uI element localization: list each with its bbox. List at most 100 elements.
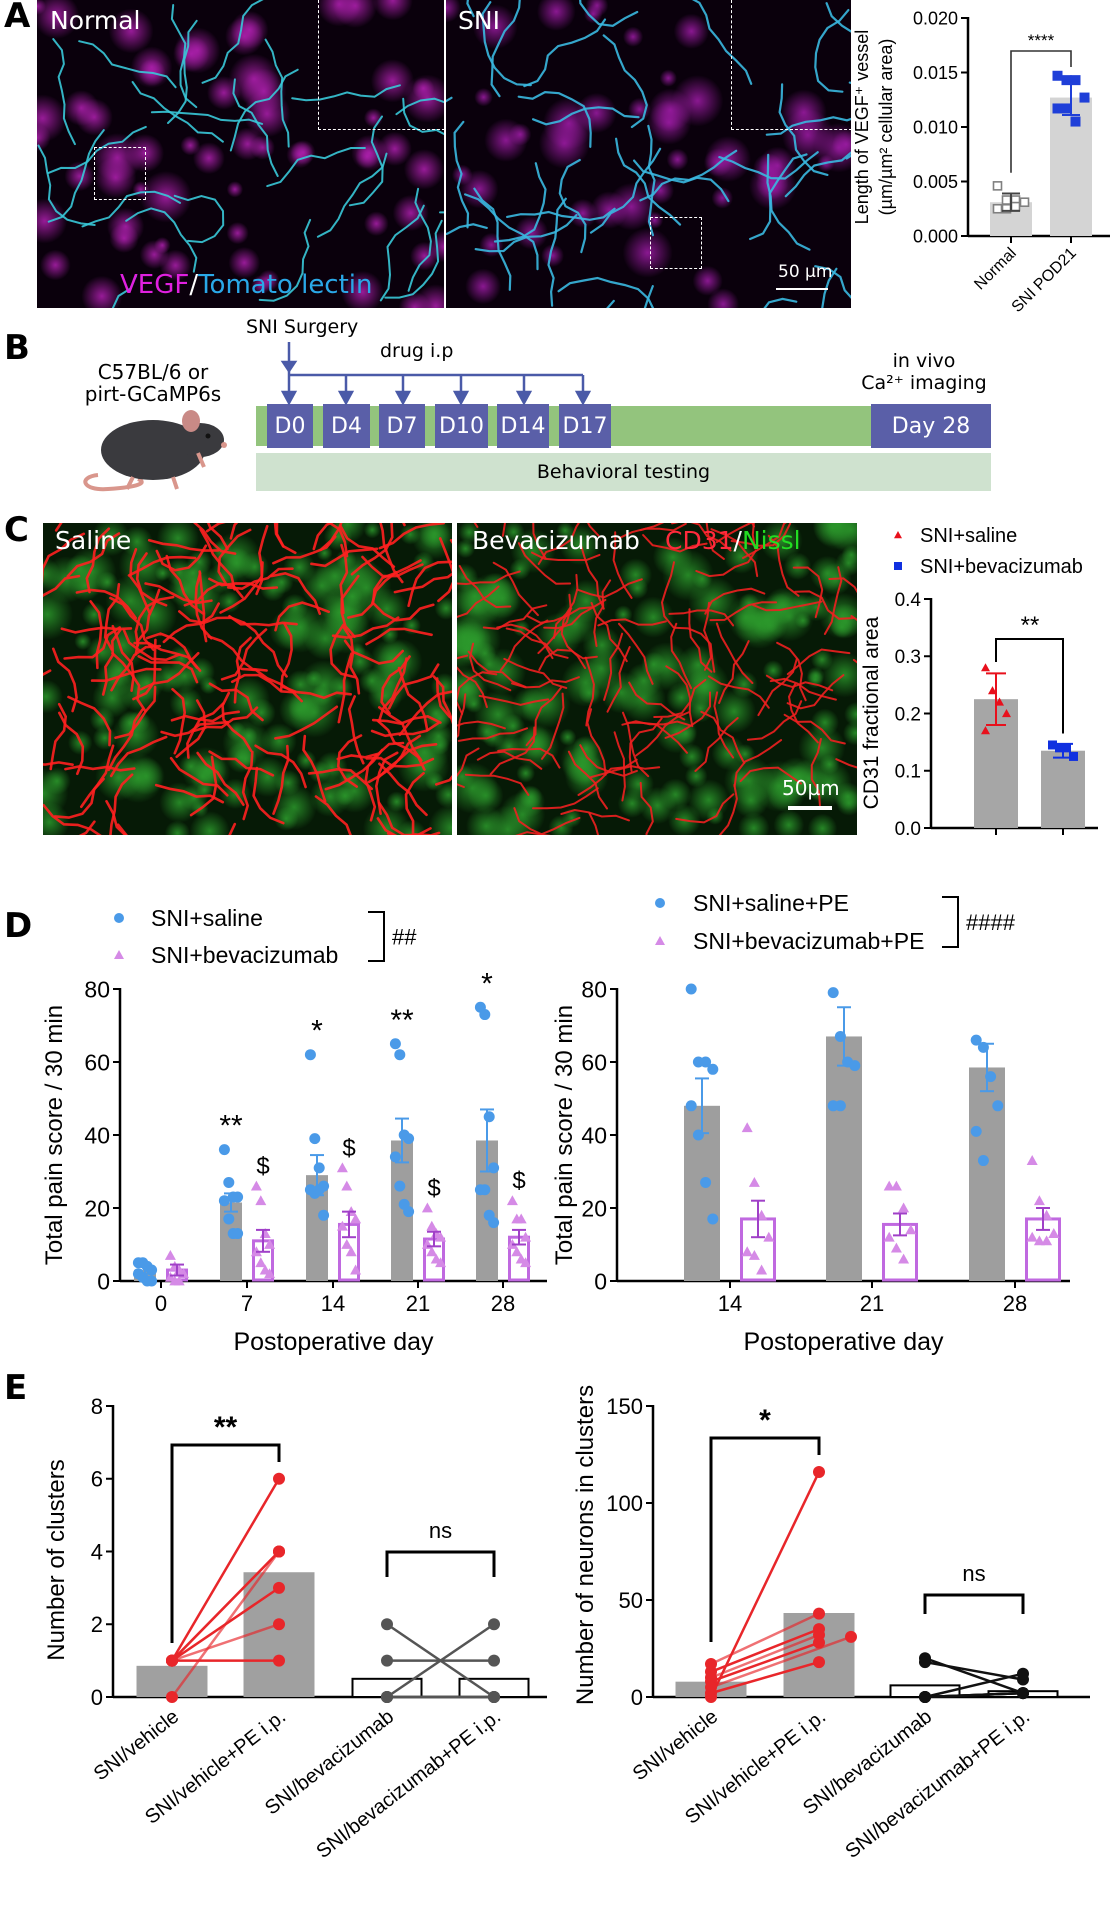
stain-cd31: CD31 — [665, 526, 734, 555]
bar — [969, 1067, 1005, 1281]
vessel — [339, 543, 349, 615]
vessel — [560, 607, 587, 670]
vessel — [240, 667, 303, 703]
paired-line — [386, 1623, 495, 1699]
vessel — [314, 795, 352, 835]
data-point — [223, 1176, 235, 1188]
scale-bar-label-a: 50 µm — [778, 262, 833, 282]
vessel — [489, 726, 536, 776]
vessel — [577, 758, 638, 796]
vessel — [365, 627, 433, 646]
cell-body — [809, 555, 846, 591]
inset-frame-sni — [731, 0, 852, 130]
significance-label: $ — [427, 1175, 440, 1202]
vessel — [612, 531, 633, 599]
vessel — [111, 274, 138, 308]
vessel — [378, 523, 445, 550]
paired-line — [709, 1471, 821, 1698]
vessel — [162, 602, 220, 644]
x-tick-label: Normal — [971, 245, 1019, 293]
data-point — [741, 1246, 753, 1257]
data-point — [813, 1656, 825, 1669]
vessel — [80, 744, 115, 809]
vessel — [435, 677, 452, 720]
data-point — [218, 1195, 230, 1207]
significance-label: $ — [256, 1153, 269, 1180]
vessel — [374, 751, 399, 815]
data-point — [992, 181, 1003, 191]
data-point — [426, 1246, 438, 1257]
vessel — [107, 708, 144, 772]
data-point — [813, 1607, 825, 1620]
vessel — [691, 0, 753, 85]
vessel — [134, 595, 175, 647]
significance-label: ** — [214, 1411, 238, 1444]
vessel — [786, 648, 851, 676]
vessel — [828, 577, 857, 594]
vessel — [438, 537, 452, 574]
cell-body — [483, 805, 532, 835]
data-point — [748, 1176, 760, 1187]
vessel — [186, 702, 225, 759]
significance-label: * — [759, 1404, 771, 1437]
timeline-day-d17: D17 — [559, 404, 611, 448]
inset-frame-normal — [318, 0, 445, 130]
y-axis-label: Length of VEGF⁺ vessel — [852, 30, 872, 225]
vessel — [567, 750, 608, 810]
bar — [826, 1036, 862, 1281]
y-tick-label: 6 — [91, 1467, 103, 1492]
significance-label: $ — [342, 1135, 355, 1162]
vessel — [67, 695, 112, 747]
vessel — [331, 616, 400, 639]
data-point — [403, 1133, 415, 1145]
vessel — [665, 665, 694, 728]
vessel — [201, 0, 264, 84]
y-tick-label: 0.000 — [913, 226, 958, 246]
vessel — [85, 527, 111, 594]
data-point — [313, 1184, 325, 1196]
vessel — [597, 618, 667, 627]
data-point — [255, 1195, 267, 1206]
cell-body — [206, 75, 241, 110]
data-point — [341, 1239, 353, 1249]
vessel — [707, 675, 770, 709]
stain-separator-c: / — [733, 526, 742, 555]
vessel — [579, 0, 639, 27]
panel-label-d: D — [4, 906, 33, 946]
data-point — [845, 1630, 857, 1643]
vessel — [397, 666, 429, 732]
data-point — [1069, 751, 1078, 761]
data-point — [685, 1100, 697, 1112]
x-tick-label: SNI POD21 — [1009, 245, 1080, 316]
data-point — [700, 1176, 712, 1188]
vessel — [378, 762, 428, 817]
vessel — [653, 678, 707, 718]
significance-bracket — [709, 1436, 821, 1642]
vessel — [167, 19, 198, 124]
data-point — [426, 1220, 438, 1231]
y-tick-label: 100 — [606, 1491, 643, 1516]
x-tick-label: 7 — [241, 1291, 253, 1316]
vessel — [499, 619, 549, 672]
vessel — [53, 777, 105, 819]
micrograph-bevacizumab — [457, 523, 857, 835]
legend-marker — [655, 936, 665, 945]
data-point — [1052, 70, 1063, 81]
timeline-day-d4: D4 — [323, 404, 370, 448]
vessel — [312, 523, 334, 551]
cell-body — [372, 0, 413, 21]
vessel — [264, 38, 290, 148]
cell-body — [428, 804, 452, 835]
legend-label: SNI+saline+PE — [693, 890, 849, 916]
data-point — [223, 1213, 235, 1225]
vessel — [718, 784, 738, 835]
vessel — [372, 602, 435, 622]
legend-marker — [894, 531, 902, 539]
vessel — [532, 523, 547, 560]
cell-body — [502, 523, 525, 544]
vessel — [560, 808, 630, 822]
vessel — [208, 750, 275, 777]
vessel — [52, 647, 78, 713]
data-point — [435, 1231, 447, 1242]
cell-body — [37, 0, 46, 15]
